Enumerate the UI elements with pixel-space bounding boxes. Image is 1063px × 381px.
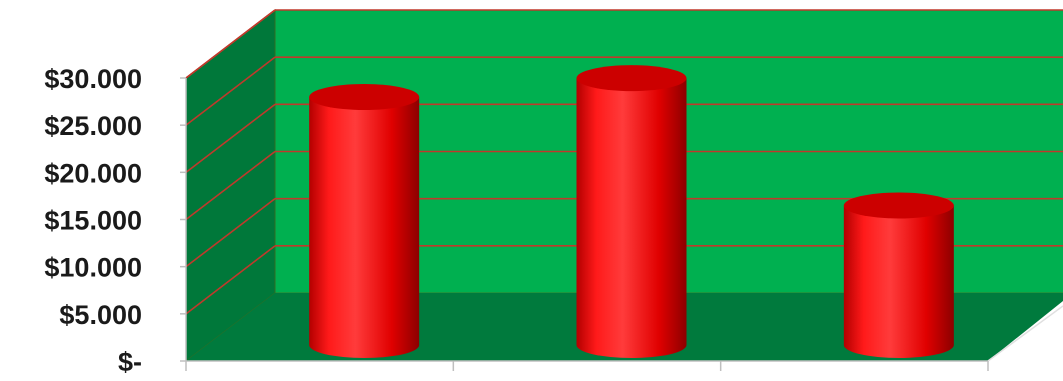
y-tick-label: $30.000 bbox=[44, 64, 142, 94]
gridline-side bbox=[185, 103, 276, 173]
y-tick-label: $5.000 bbox=[59, 300, 142, 330]
bar-top bbox=[576, 65, 687, 92]
floor-edge bbox=[987, 305, 1063, 362]
bar-body bbox=[576, 78, 687, 359]
axes bbox=[180, 77, 989, 371]
y-axis-tick-labels: $- $5.000 $10.000 $15.000 $20.000 $25.000 $30.… bbox=[44, 64, 142, 377]
bar bbox=[843, 192, 954, 358]
bar-body bbox=[843, 205, 954, 358]
gridline-side bbox=[185, 150, 276, 221]
y-tick-label: $10.000 bbox=[44, 253, 142, 283]
bar-body bbox=[309, 97, 420, 359]
bars bbox=[309, 65, 954, 359]
gridline-side bbox=[185, 56, 276, 126]
y-tick-label: $25.000 bbox=[44, 111, 142, 141]
y-tick-label: $15.000 bbox=[44, 206, 142, 236]
gridline-side bbox=[185, 245, 276, 315]
y-tick-label: $20.000 bbox=[44, 158, 142, 188]
bar-top bbox=[309, 84, 420, 111]
bar bbox=[309, 84, 420, 359]
gridline-side bbox=[185, 198, 276, 268]
gridline-side bbox=[185, 9, 276, 79]
bar-top bbox=[843, 192, 954, 219]
bar bbox=[576, 65, 687, 359]
y-tick-label: $- bbox=[118, 347, 142, 377]
